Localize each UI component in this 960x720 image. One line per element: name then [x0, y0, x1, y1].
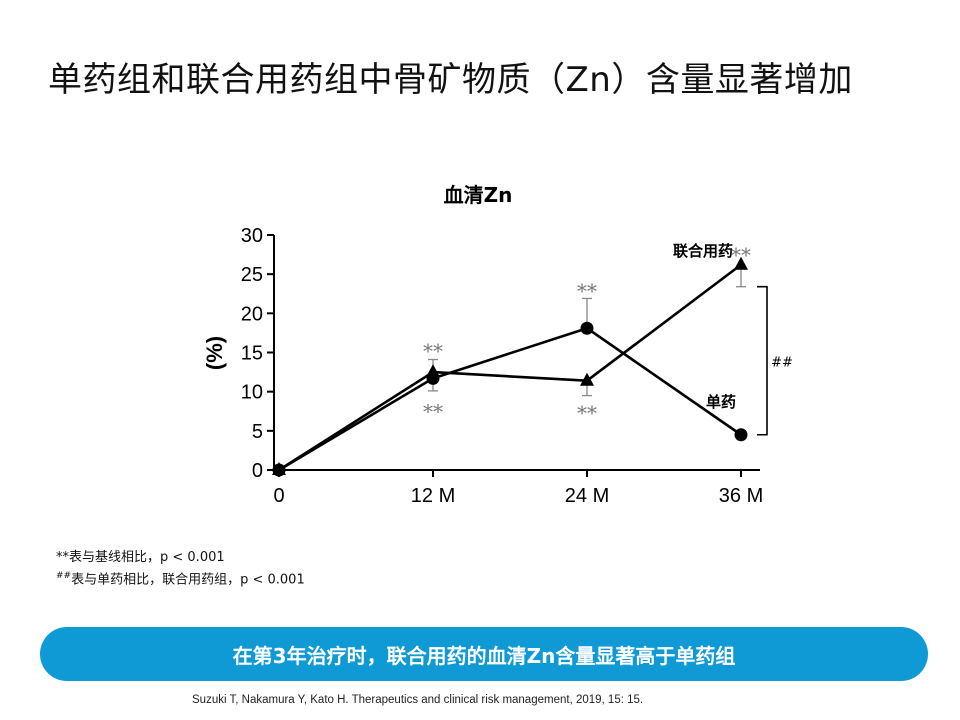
conclusion-banner: 在第3年治疗时，联合用药的血清Zn含量显著高于单药组	[40, 627, 928, 681]
data-point-triangle	[580, 372, 594, 386]
series-line-mono	[278, 326, 742, 472]
slide-title: 单药组和联合用药组中骨矿物质（Zn）含量显著增加	[48, 60, 853, 100]
x-tick-label: 0	[273, 485, 284, 507]
data-point-triangle	[734, 256, 748, 270]
series-line-combo	[278, 263, 742, 472]
significance-stars: **	[577, 401, 597, 425]
y-tick-label: 5	[252, 421, 263, 443]
significance-stars: **	[423, 339, 443, 363]
y-tick-label: 30	[241, 225, 263, 247]
y-tick-label: 0	[252, 460, 263, 482]
data-point-circle	[580, 321, 594, 335]
series-label-combo: 联合用药	[673, 242, 733, 260]
data-point-circle	[734, 428, 748, 442]
footnote-significance-mono: ##表与单药相比，联合用药组，p < 0.001	[56, 567, 305, 589]
series-label-mono: 单药	[706, 393, 736, 411]
data-point-triangle	[426, 364, 440, 378]
footnote-significance-baseline: **表与基线相比，p < 0.001	[56, 550, 225, 565]
y-axis-label: (%)	[202, 336, 227, 370]
data-point-triangle	[272, 462, 286, 475]
conclusion-text: 在第3年治疗时，联合用药的血清Zn含量显著高于单药组	[232, 643, 736, 668]
x-tick-label: 36 M	[719, 485, 763, 507]
significance-bracket	[757, 285, 768, 436]
chart-title: 血清Zn	[444, 183, 513, 207]
significance-stars: **	[731, 243, 751, 267]
y-tick-label: 15	[241, 343, 263, 365]
x-tick-label: 12 M	[411, 485, 455, 507]
footnote-hash-text: 表与单药相比，联合用药组，p < 0.001	[71, 572, 305, 588]
y-tick-label: 10	[241, 382, 263, 404]
footnote-hash-sup: ##	[56, 571, 72, 581]
y-tick-label: 20	[241, 303, 263, 325]
significance-stars: **	[423, 399, 443, 423]
footnotes: **表与基线相比，p < 0.001 ##表与单药相比，联合用药组，p < 0.…	[56, 548, 305, 589]
y-tick-label: 25	[241, 264, 263, 286]
significance-stars: **	[577, 279, 597, 303]
x-tick-label: 24 M	[565, 485, 609, 507]
bracket-label: ##	[771, 356, 793, 371]
citation: Suzuki T, Nakamura Y, Kato H. Therapeuti…	[192, 694, 644, 706]
